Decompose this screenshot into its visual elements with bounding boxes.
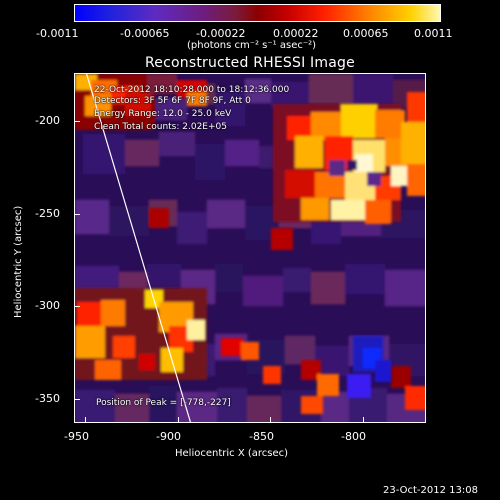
info-line-4: Clean Total counts: 2.02E+05	[94, 122, 227, 132]
x-tick-label-950: -950	[64, 430, 89, 443]
x-tick-label-900: -900	[156, 430, 181, 443]
colorbar-unit: (photons cm⁻² s⁻¹ asec⁻²)	[187, 40, 317, 51]
y-tick-label-350: -350	[35, 392, 60, 405]
colorbar-tick-6: 0.0011	[414, 27, 453, 40]
y-tick-label-300: -300	[35, 299, 60, 312]
x-tick-800	[363, 417, 364, 423]
y-tick-200	[74, 121, 80, 122]
y-tick-300	[74, 306, 80, 307]
x-tick-850	[270, 417, 271, 423]
y-tick-350	[74, 399, 80, 400]
info-line-2: Detectors: 3F 5F 6F 7F 8F 9F, Att 0	[94, 96, 251, 106]
peak-position: Position of Peak = [-778,-227]	[96, 398, 231, 408]
solar-limb-line	[85, 74, 192, 422]
rhessi-image-map	[75, 74, 425, 422]
info-line-3: Energy Range: 12.0 - 25.0 keV	[94, 109, 232, 119]
x-tick-900	[178, 417, 179, 423]
rhessi-image-panel	[74, 73, 426, 423]
info-line-1: 22-Oct-2012 18:10:28.000 to 18:12:36.000	[94, 85, 290, 95]
x-tick-label-850: -850	[249, 430, 274, 443]
colorbar-tick-4: 0.00022	[273, 27, 319, 40]
x-tick-label-800: -800	[341, 430, 366, 443]
image-title: Reconstructed RHESSI Image	[145, 55, 355, 71]
y-tick-label-250: -250	[35, 207, 60, 220]
timestamp: 23-Oct-2012 13:08	[383, 485, 478, 496]
y-axis-title: Heliocentric Y (arcsec)	[13, 205, 24, 318]
colorbar-tick-3: -0.00022	[196, 27, 246, 40]
y-tick-250	[74, 214, 80, 215]
colorbar-tick-1: -0.0011	[36, 27, 79, 40]
colorbar-tick-2: -0.00065	[120, 27, 170, 40]
y-tick-label-200: -200	[35, 114, 60, 127]
x-tick-950	[85, 417, 86, 423]
colorbar-tick-5: 0.00065	[343, 27, 389, 40]
x-axis-title: Heliocentric X (arcsec)	[175, 448, 289, 459]
colorbar	[74, 4, 441, 22]
